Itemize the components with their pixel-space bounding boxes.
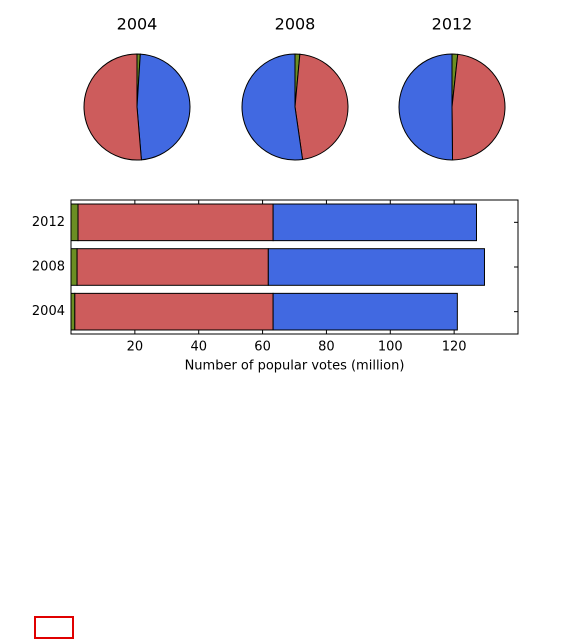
x-axis-label: Number of popular votes (million) [185, 359, 405, 374]
pie-slice [294, 53, 349, 161]
bar [77, 203, 274, 242]
x-tick-label: 100 [378, 340, 403, 355]
y-tick-label: 2008 [32, 260, 65, 275]
bar [70, 203, 79, 242]
pie-slice [136, 53, 191, 161]
pie-title: 2008 [275, 15, 316, 34]
bar [76, 248, 269, 286]
x-tick-label: 40 [190, 340, 207, 355]
bar [70, 248, 78, 286]
bar [70, 292, 76, 331]
axes-frame [70, 199, 519, 335]
bar [74, 292, 274, 331]
pie-slice [83, 53, 142, 161]
marker-box [34, 616, 74, 639]
pie-title: 2004 [117, 15, 158, 34]
x-tick-label: 120 [442, 340, 467, 355]
pie-slice [241, 53, 304, 161]
x-tick-label: 60 [254, 340, 271, 355]
x-tick-label: 20 [127, 340, 144, 355]
pie-title: 2012 [432, 15, 473, 34]
bar [267, 248, 485, 286]
y-tick-label: 2004 [32, 304, 65, 319]
x-tick-label: 80 [318, 340, 335, 355]
y-tick-label: 2012 [32, 215, 65, 230]
pie-slice [451, 53, 506, 161]
bar [272, 203, 477, 242]
bar [272, 292, 458, 331]
pie-slice [398, 53, 454, 161]
